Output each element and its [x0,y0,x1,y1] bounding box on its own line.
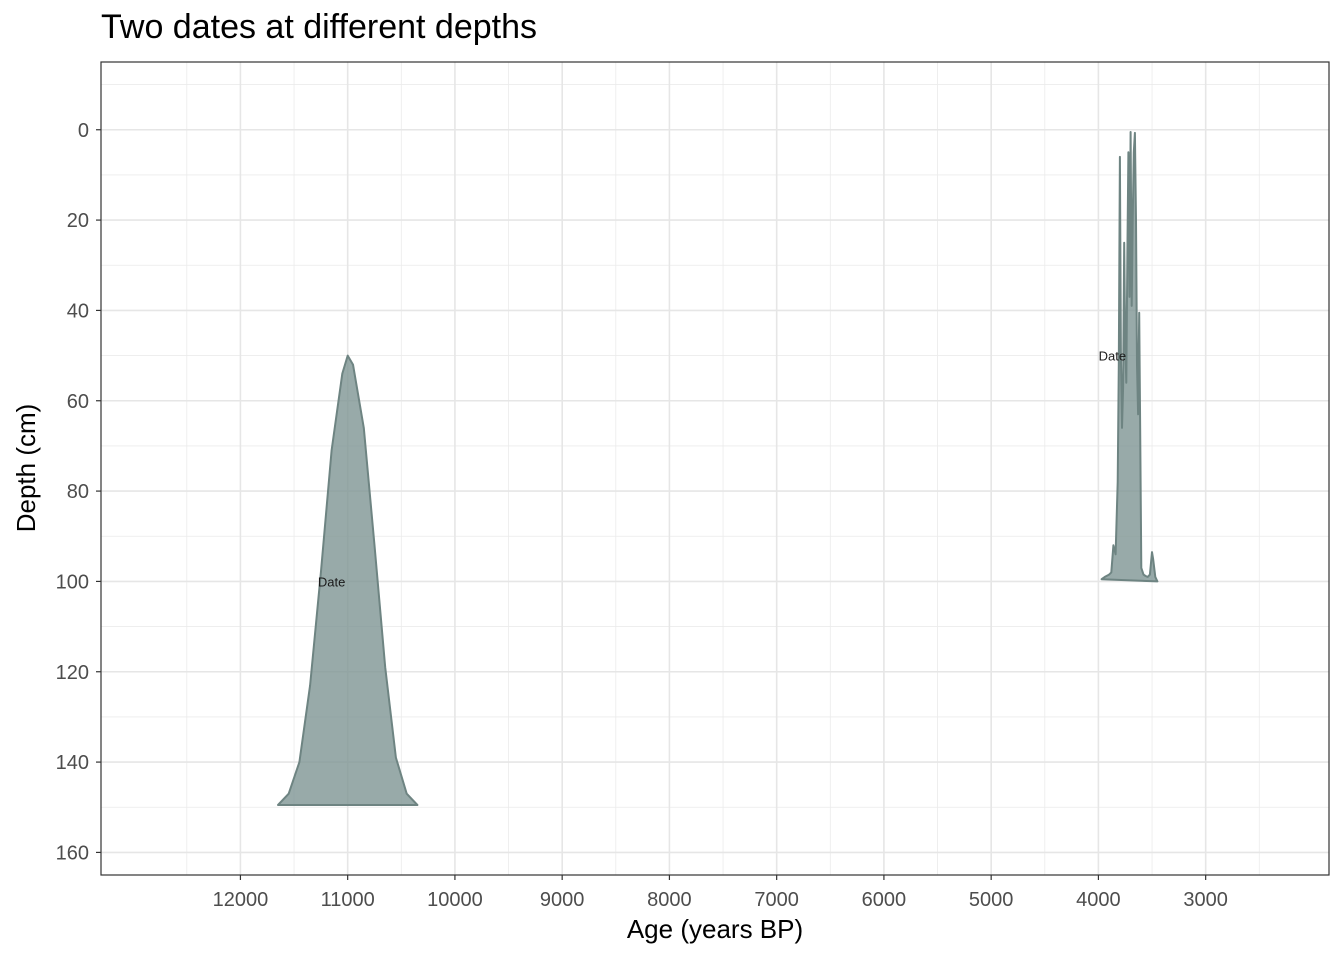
y-tick-label: 0 [78,120,89,142]
density-series-2 [1100,131,1159,583]
y-tick-label: 60 [67,391,89,413]
y-tick-label: 120 [56,662,89,684]
x-tick-label: 9000 [540,889,585,911]
chart-title: Two dates at different depths [101,8,537,46]
x-axis-ticks: 12000 11000 10000 9000 8000 7000 6000 5000 4000 3… [213,875,1228,911]
plot-panel-border [100,61,1330,876]
x-tick-label: 12000 [213,889,269,911]
y-tick-label: 100 [56,571,89,593]
density-series [277,131,1159,806]
peak-label-2: Date [1099,349,1126,364]
peak-label-1: Date [318,574,345,589]
x-tick-label: 8000 [647,889,692,911]
x-tick-label: 3000 [1183,889,1228,911]
x-tick-label: 7000 [754,889,799,911]
density-series-1 [277,354,419,806]
x-tick-label: 10000 [427,889,483,911]
y-axis-title: Depth (cm) [11,404,41,533]
x-axis-title: Age (years BP) [627,914,803,944]
x-tick-label: 5000 [969,889,1014,911]
x-tick-label: 6000 [862,889,907,911]
y-tick-label: 40 [67,300,89,322]
grid [101,62,1329,875]
peak-labels: Date Date [318,349,1126,590]
y-tick-label: 160 [56,842,89,864]
x-tick-label: 11000 [321,889,375,911]
y-axis-ticks: 0 20 40 60 80 100 120 140 160 [56,120,101,864]
y-tick-label: 80 [67,481,89,503]
y-tick-label: 140 [56,752,89,774]
y-tick-label: 20 [67,210,89,232]
x-tick-label: 4000 [1076,889,1121,911]
